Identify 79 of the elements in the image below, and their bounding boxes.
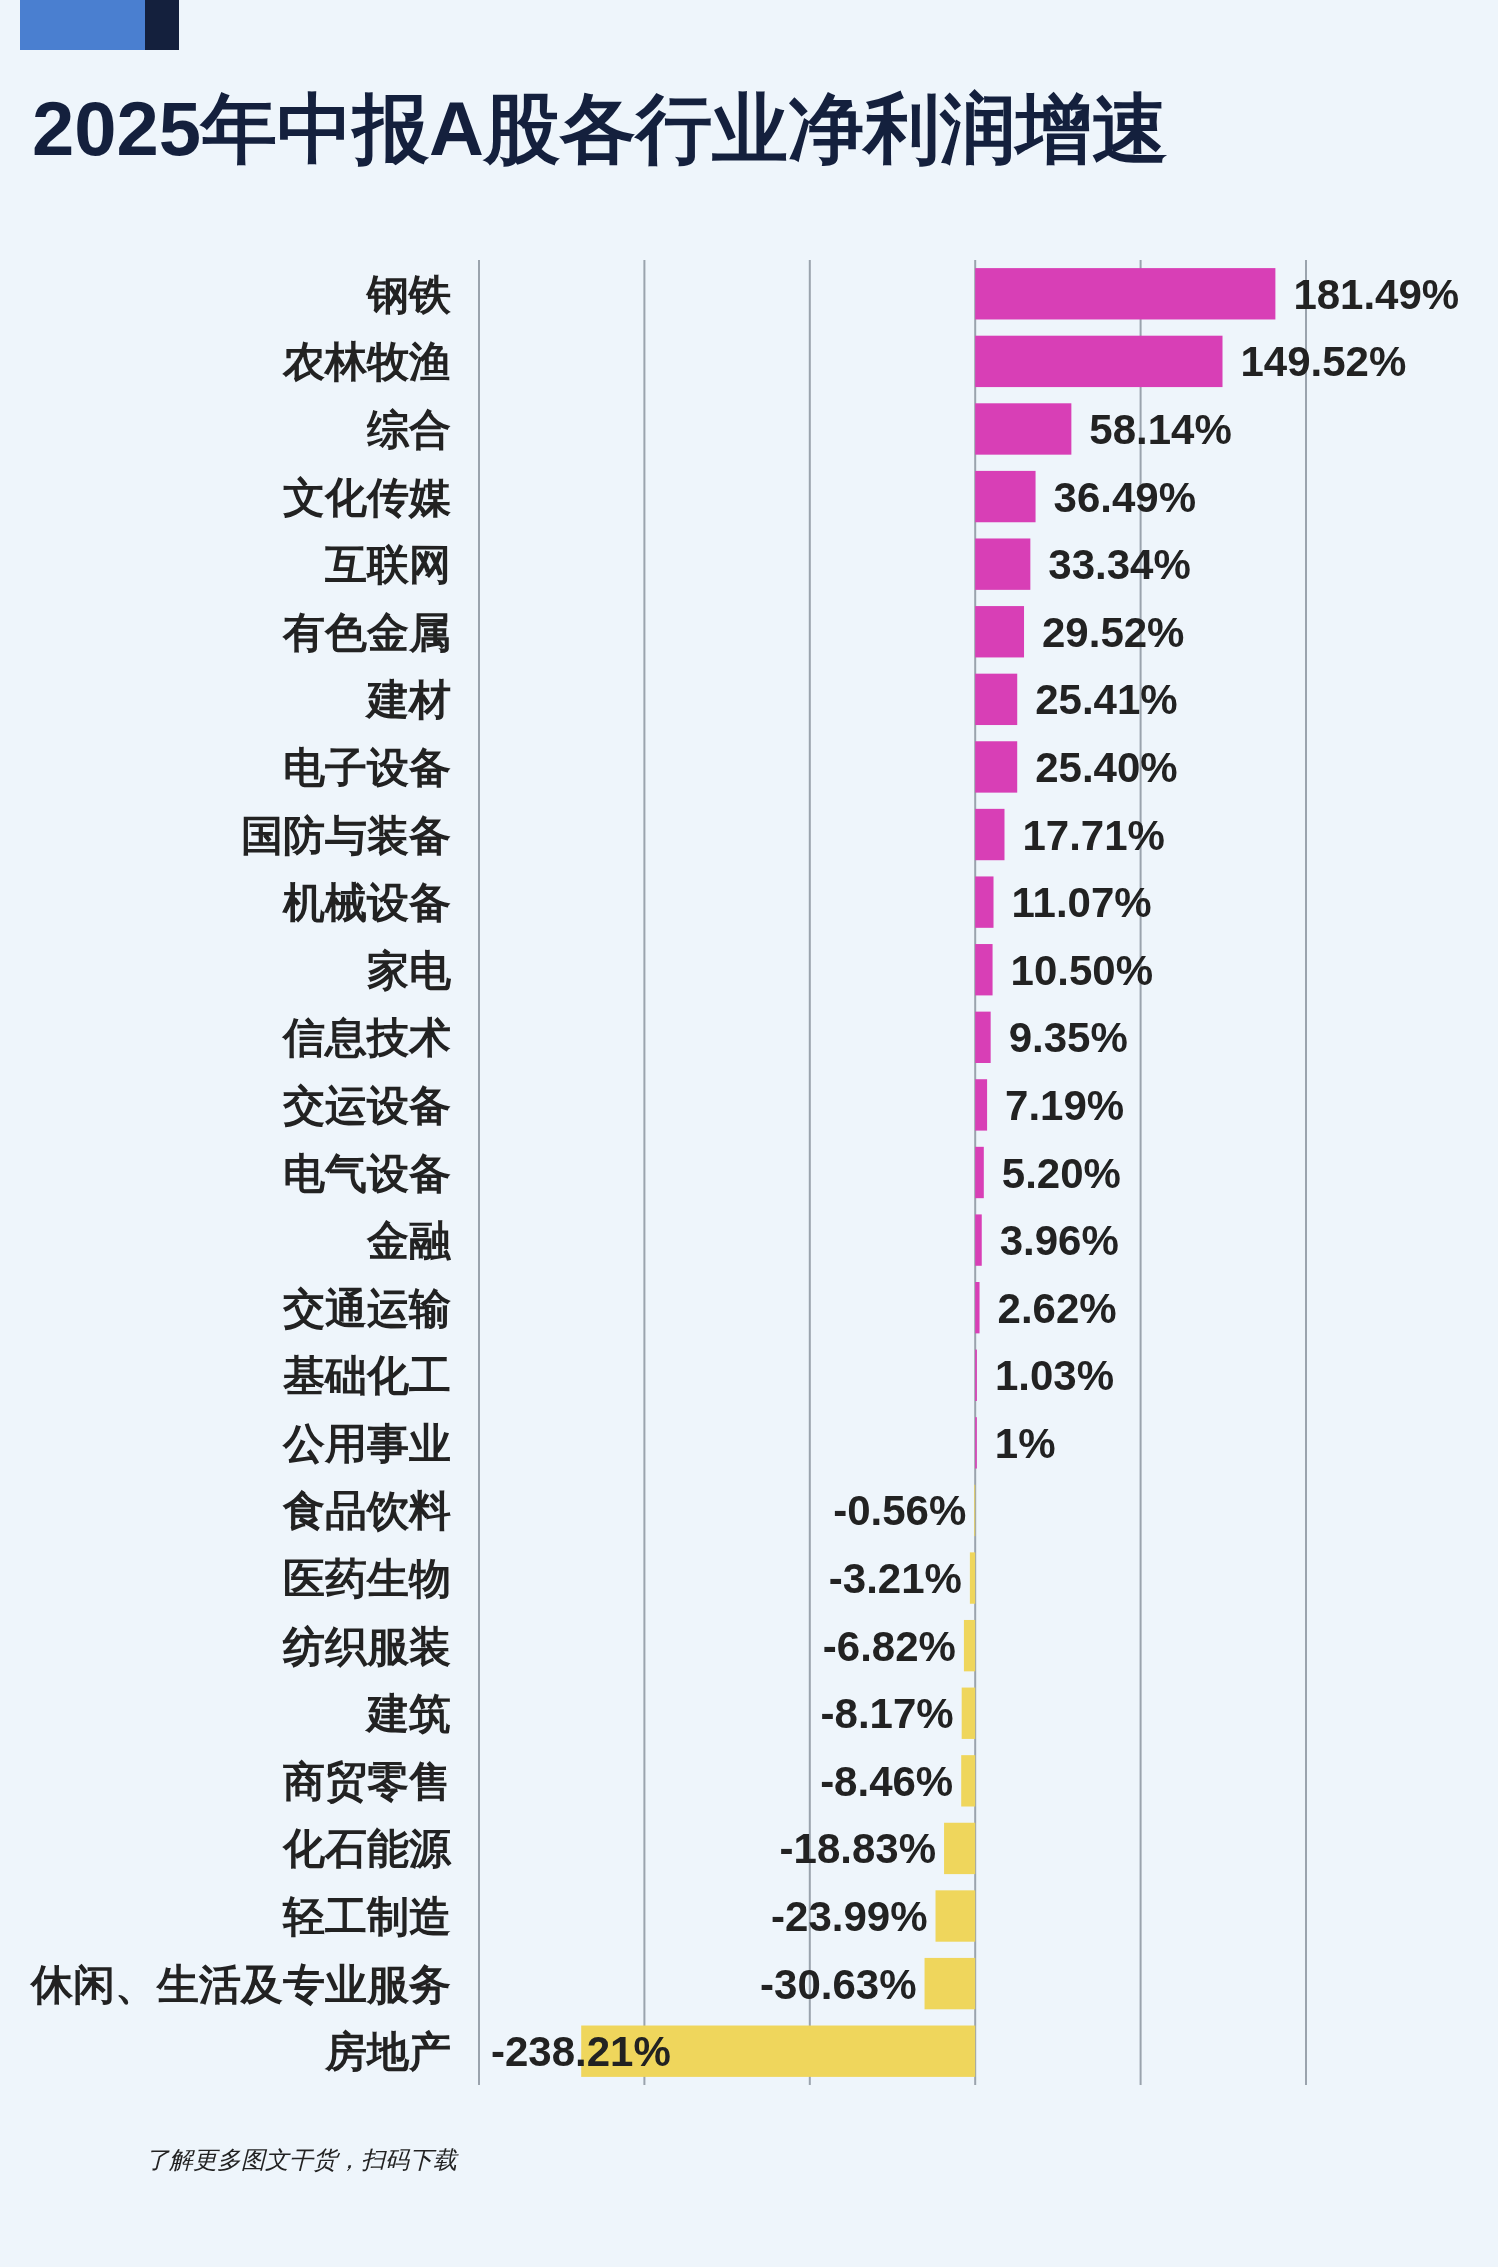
data-label: 33.34% [1048, 541, 1191, 589]
bar [975, 808, 1005, 861]
y-tick-label: 交通运输 [282, 1284, 451, 1332]
data-label: -18.83% [779, 1825, 937, 1873]
y-tick-label: 综合 [366, 405, 451, 453]
bar [975, 1011, 991, 1063]
data-label: 25.40% [1035, 743, 1178, 791]
y-tick-label: 建筑 [364, 1690, 451, 1738]
text: 了解更多图文干货，扫码下载 [145, 2146, 459, 2173]
data-label: -3.21% [828, 1555, 962, 1603]
data-label: -0.56% [833, 1487, 967, 1535]
y-tick-label: 国防与装备 [241, 811, 451, 859]
bar [944, 1822, 976, 1875]
y-tick-label: 休闲、生活及专业服务 [29, 1960, 451, 2008]
bar [975, 1282, 980, 1334]
data-label: -30.63% [760, 1960, 917, 2008]
y-tick-label: 商贸零售 [283, 1757, 451, 1805]
y-tick-label: 钢铁 [365, 270, 451, 318]
data-label: 11.07% [1011, 879, 1152, 927]
bar [975, 268, 1276, 320]
y-tick-label: 信息技术 [281, 1014, 451, 1062]
bar [975, 538, 1031, 590]
y-tick-label: 建材 [364, 676, 451, 724]
bar [975, 1214, 982, 1266]
data-label: 1% [994, 1419, 1056, 1467]
y-tick-label: 电子设备 [283, 743, 451, 791]
bar [961, 1755, 976, 1807]
bar [975, 1146, 984, 1199]
data-label: 58.14% [1089, 405, 1232, 453]
data-label: -8.46% [820, 1757, 954, 1805]
bar [969, 1552, 976, 1604]
y-tick-label: 互联网 [324, 541, 451, 589]
data-label: 29.52% [1042, 608, 1185, 656]
data-label: 181.49% [1293, 270, 1460, 318]
chart-title: 2025年中报A股各行业净利润增速 [32, 86, 1168, 171]
y-tick-label: 家电 [367, 946, 452, 994]
bar [935, 1890, 976, 1942]
y-tick-label: 轻工制造 [282, 1893, 451, 1941]
bar [924, 1957, 976, 2010]
bar [975, 741, 1018, 793]
bar [975, 606, 1025, 658]
data-label: 2.62% [997, 1284, 1117, 1332]
y-tick-label: 交运设备 [282, 1081, 451, 1129]
bar [975, 876, 994, 928]
data-label: 10.50% [1010, 946, 1154, 994]
bar [975, 470, 1036, 523]
bar [975, 335, 1223, 388]
data-label: 9.35% [1008, 1014, 1128, 1062]
y-tick-label: 食品饮料 [282, 1487, 451, 1535]
y-tick-label: 公用事业 [282, 1419, 451, 1467]
data-label: 1.03% [994, 1352, 1114, 1400]
y-tick-label: 纺织服装 [282, 1622, 451, 1670]
y-tick-label: 基础化工 [282, 1352, 451, 1400]
bar [961, 1687, 976, 1739]
data-label: 25.41% [1035, 676, 1178, 724]
y-tick-label: 医药生物 [283, 1555, 451, 1603]
bar [975, 944, 993, 996]
y-tick-label: 电气设备 [283, 1149, 451, 1197]
bar [975, 1079, 988, 1131]
y-tick-label: 有色金属 [282, 608, 451, 656]
data-label: 36.49% [1053, 473, 1197, 521]
y-tick-label: 机械设备 [282, 879, 451, 927]
y-tick-label: 金融 [366, 1217, 452, 1265]
bar [975, 673, 1018, 726]
data-label: 17.71% [1022, 811, 1165, 859]
data-label: -8.17% [820, 1690, 954, 1738]
y-tick-label: 文化传媒 [283, 473, 451, 521]
y-tick-label: 房地产 [324, 2028, 451, 2076]
y-tick-label: 农林牧渔 [282, 338, 451, 386]
data-label: 7.19% [1005, 1081, 1125, 1129]
bar [963, 1619, 976, 1672]
bar [975, 403, 1072, 455]
data-label: 5.20% [1001, 1149, 1121, 1197]
data-label: -238.21% [491, 2028, 671, 2076]
data-label: -6.82% [822, 1622, 956, 1670]
data-label: -23.99% [771, 1893, 928, 1941]
data-label: 3.96% [999, 1217, 1119, 1265]
data-label: 149.52% [1240, 338, 1407, 386]
y-tick-label: 化石能源 [282, 1825, 452, 1873]
